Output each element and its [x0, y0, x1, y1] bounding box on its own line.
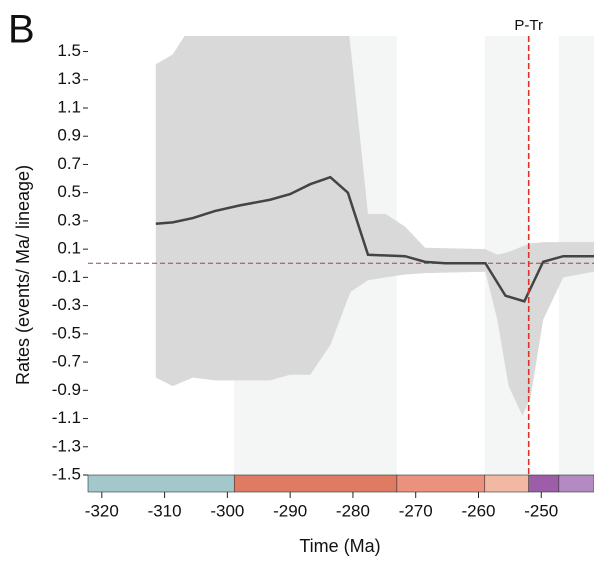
confidence-band [155, 36, 594, 416]
rate-line [155, 175, 594, 303]
x-tick-label: -310 [148, 501, 182, 520]
stage-bar [396, 474, 486, 493]
stage-bar [87, 474, 235, 493]
y-tick-label: 1.1 [57, 97, 81, 116]
x-tick-label: -270 [399, 501, 433, 520]
stage-bar [528, 474, 560, 493]
y-axis-label: Rates (events/ Ma/ lineage) [13, 165, 33, 385]
x-tick-label: -280 [336, 501, 370, 520]
event-label: P-Tr [514, 17, 543, 34]
x-axis-label: Time (Ma) [299, 536, 380, 556]
x-tick-label: -260 [461, 501, 495, 520]
y-tick-label: -0.5 [52, 323, 81, 342]
y-tick-label: -1.5 [52, 464, 81, 483]
y-tick-label: -1.3 [52, 436, 81, 455]
y-tick-label: -0.9 [52, 380, 81, 399]
y-tick-label: 0.9 [57, 126, 81, 145]
y-tick-label: -0.3 [52, 295, 81, 314]
stage-bar [233, 474, 398, 493]
x-tick-label: -320 [85, 501, 119, 520]
y-tick-label: 0.7 [57, 154, 81, 173]
y-tick-label: 0.1 [57, 239, 81, 258]
x-tick-label: -290 [273, 501, 307, 520]
x-tick-label: -250 [524, 501, 558, 520]
x-tick-label: -300 [210, 501, 244, 520]
y-tick-label: 1.5 [57, 41, 81, 60]
y-tick-label: 0.3 [57, 210, 81, 229]
panel-label: B [8, 8, 35, 52]
y-tick-label: -0.1 [52, 267, 81, 286]
y-tick-label: -1.1 [52, 408, 81, 427]
y-tick-label: 0.5 [57, 182, 81, 201]
axes: P-Tr 1.5 1.3 1.1 0.9 0.7 0.5 0.3 0.1 -0.1 -0.3 -0.5… [52, 17, 594, 520]
y-tick-label: 1.3 [57, 69, 81, 88]
y-tick-label: -0.7 [52, 352, 81, 371]
plot-area [88, 36, 594, 416]
stage-bar [484, 474, 530, 493]
stage-bar [558, 474, 594, 493]
